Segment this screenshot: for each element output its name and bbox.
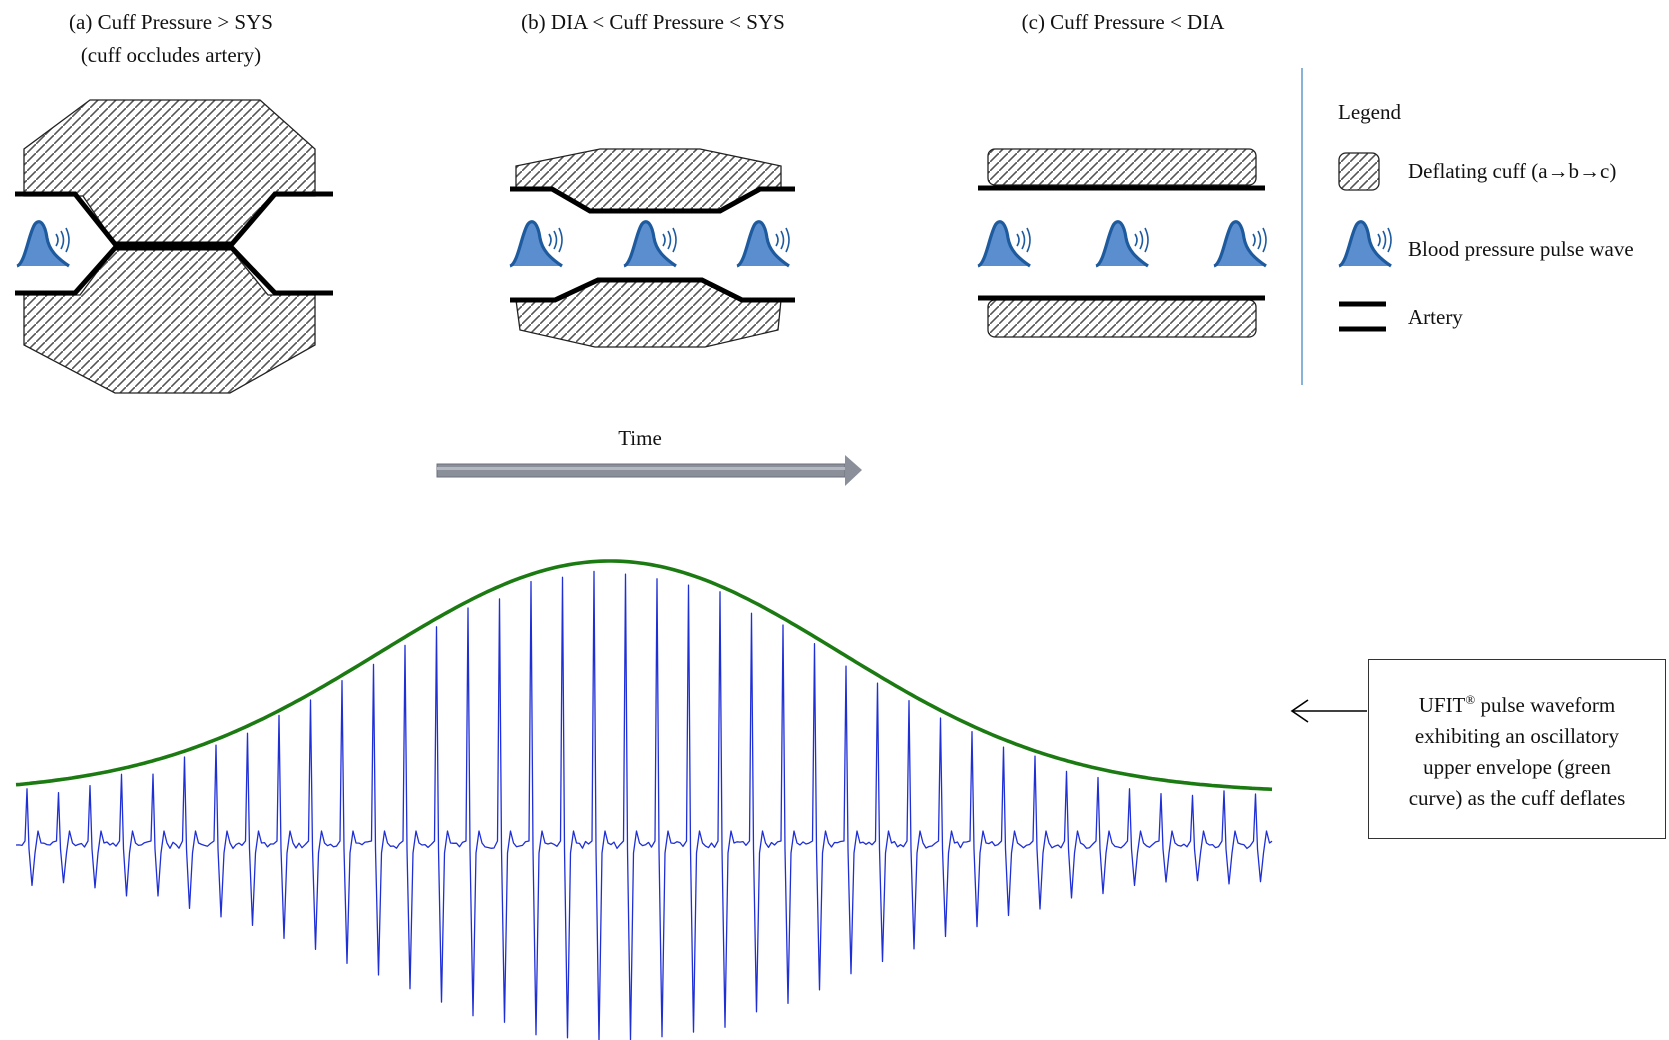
note-line1: pulse waveform — [1475, 693, 1616, 717]
cuff-a-top — [23, 99, 316, 245]
panel-a-title: (a) Cuff Pressure > SYS — [69, 10, 273, 34]
time-arrow — [436, 455, 862, 486]
note-line3: upper envelope (green — [1423, 755, 1611, 779]
panel-b-diagram — [508, 148, 795, 348]
cuff-b-bottom — [515, 279, 782, 348]
artery-b-lower — [510, 277, 795, 303]
pulse-wave-icon — [15, 220, 71, 268]
artery-a-upper — [15, 191, 333, 247]
pulse-wave-icon — [1094, 220, 1150, 268]
panel-a-diagram — [15, 99, 333, 394]
panel-b-title: (b) DIA < Cuff Pressure < SYS — [521, 10, 785, 34]
legend-cuff-label: Deflating cuff (a→b→c) — [1408, 159, 1616, 183]
waveform-trace — [15, 570, 1273, 1040]
pulse-wave-icon — [735, 220, 791, 268]
pulse-waveform — [15, 559, 1273, 1040]
panel-c-title: (c) Cuff Pressure < DIA — [1022, 10, 1226, 34]
legend-cuff-swatch — [1338, 152, 1380, 191]
waveform-note: UFIT® pulse waveform exhibiting an oscil… — [1368, 659, 1666, 839]
pulse-wave-icon — [976, 220, 1032, 268]
artery-b-upper — [510, 186, 795, 214]
pulse-wave-icon — [1337, 220, 1393, 268]
cuff-c-bottom — [987, 299, 1257, 338]
panel-a-subtitle: (cuff occludes artery) — [81, 43, 261, 67]
legend-title: Legend — [1338, 100, 1401, 124]
time-label: Time — [618, 426, 662, 450]
cuff-c-top — [987, 148, 1257, 186]
note-pointer-arrow — [1290, 699, 1367, 723]
pulse-wave-icon — [1212, 220, 1268, 268]
panel-c-diagram — [976, 148, 1268, 338]
pulse-wave-icon — [508, 220, 564, 268]
artery-a-lower — [15, 245, 333, 296]
legend-artery-label: Artery — [1408, 305, 1463, 329]
note-line2: exhibiting an oscillatory — [1414, 724, 1620, 748]
pulse-wave-icon — [622, 220, 678, 268]
upper-envelope-curve — [15, 559, 1273, 792]
legend-pulse-label: Blood pressure pulse wave — [1408, 237, 1634, 261]
cuff-a-bottom — [23, 247, 316, 394]
legend: Legend Deflating cuff (a→b→c) Blood pres… — [1337, 100, 1634, 332]
note-line4: curve) as the cuff deflates — [1408, 786, 1626, 810]
note-mark: ® — [1465, 692, 1476, 707]
note-brand: UFIT — [1418, 693, 1466, 717]
